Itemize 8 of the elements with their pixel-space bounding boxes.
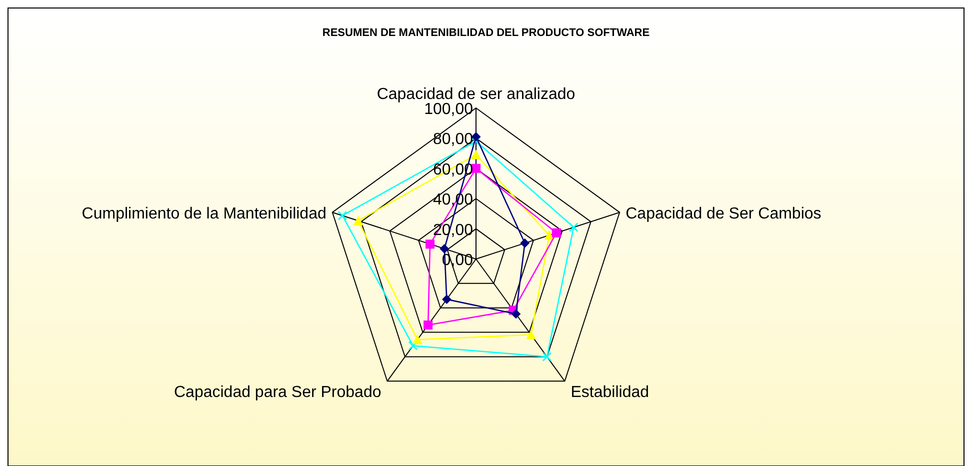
- spoke-label: Capacidad de ser analizado: [376, 86, 576, 103]
- spoke-label: Capacidad de Ser Cambios: [626, 205, 822, 222]
- spoke-label: Estabilidad: [570, 384, 650, 402]
- chart-title: RESUMEN DE MANTENIBILIDAD DEL PRODUCTO SOFTWARE: [322, 27, 650, 39]
- spoke-label: Capacidad para Ser Probado: [174, 384, 382, 402]
- spoke-label: Cumplimiento de la Mantenibilidad: [82, 205, 326, 222]
- y-tick-label: 100,00: [424, 101, 474, 118]
- y-tick-label: 80,00: [432, 131, 474, 148]
